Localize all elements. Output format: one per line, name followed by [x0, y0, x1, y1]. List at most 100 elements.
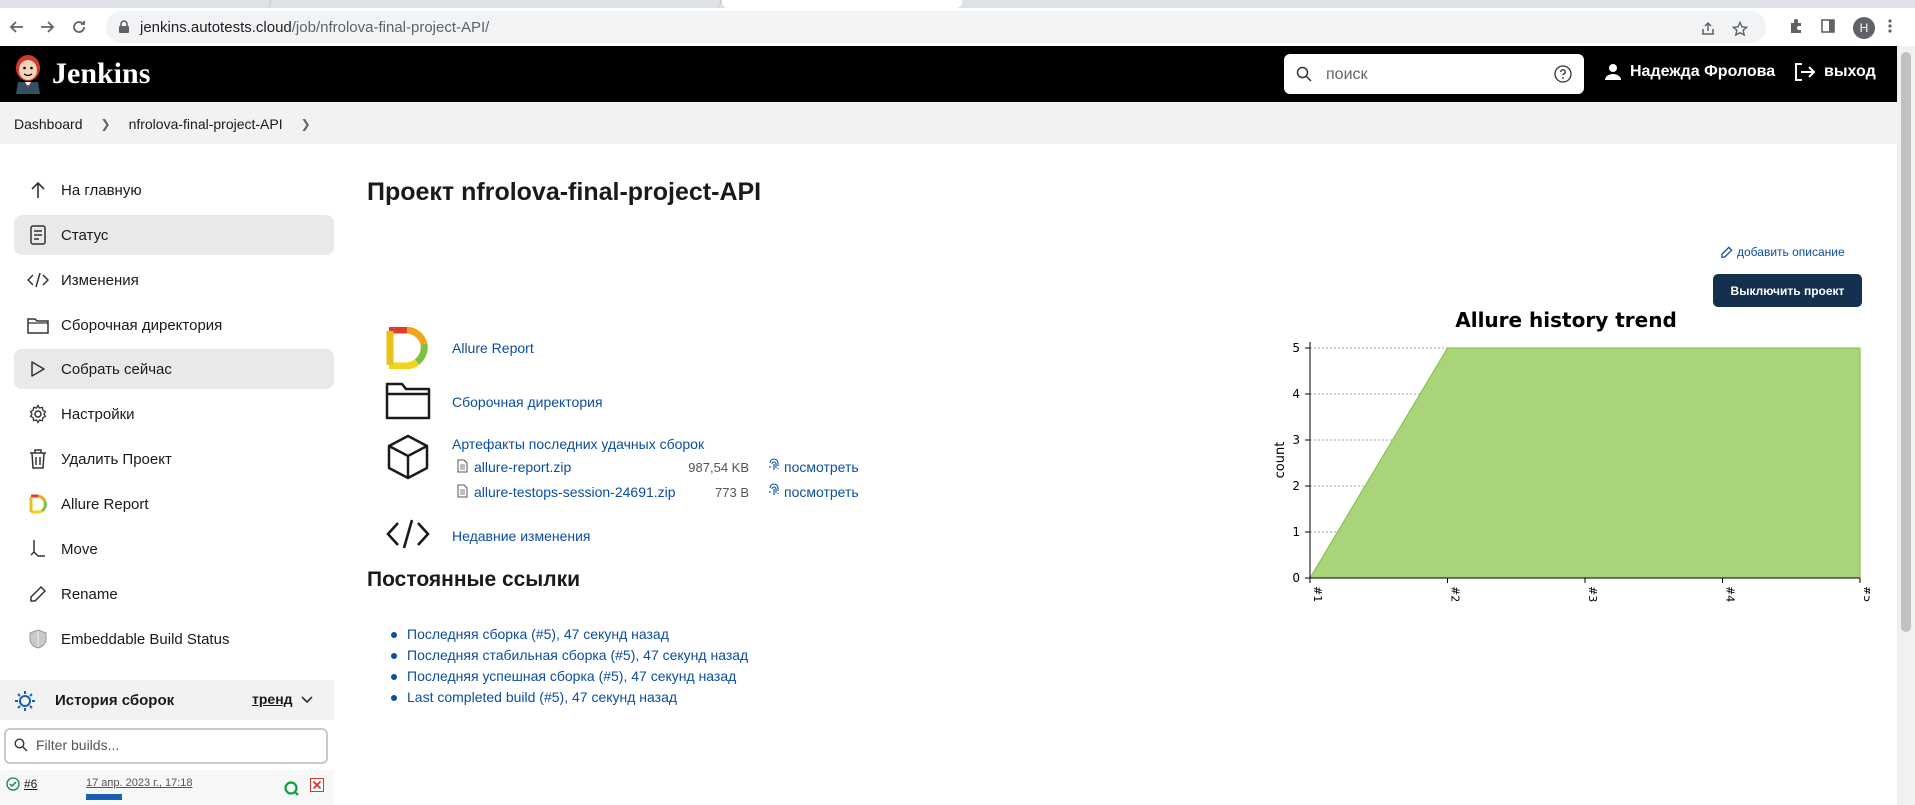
bookmark-star-icon[interactable] — [1730, 19, 1750, 39]
artifact-size: 773 B — [715, 485, 749, 500]
console-icon[interactable] — [284, 781, 300, 800]
chevron-down-icon[interactable] — [300, 692, 314, 709]
artifact-link[interactable]: allure-report.zip — [474, 459, 572, 475]
sidebar-item-label: Статус — [61, 226, 109, 244]
recent-changes-link[interactable]: Недавние изменения — [452, 528, 591, 544]
shield-icon — [27, 628, 49, 650]
browser-tab[interactable] — [0, 0, 271, 8]
forward-arrow-icon — [41, 21, 55, 33]
code-icon — [27, 269, 49, 291]
play-icon — [27, 358, 49, 380]
artifact-view-link[interactable]: посмотреть — [768, 483, 859, 500]
list-bullet — [391, 674, 397, 680]
arrow-up-icon — [27, 179, 49, 201]
workspace-link[interactable]: Сборочная директория — [452, 394, 603, 410]
sidebar-item-allure-report[interactable]: Allure Report — [14, 484, 334, 524]
breadcrumb-project[interactable]: nfrolova-final-project-API — [128, 116, 283, 132]
pencil-icon — [27, 583, 49, 605]
jenkins-logo-text: Jenkins — [52, 57, 151, 90]
reload-button[interactable] — [68, 16, 90, 38]
document-icon — [27, 224, 49, 246]
package-icon — [386, 434, 430, 483]
chart-x-tick-label: #3 — [1586, 586, 1599, 602]
disable-project-button[interactable]: Выключить проект — [1713, 274, 1862, 307]
sidebar-item-label: Настройки — [61, 405, 135, 423]
jenkins-home-link[interactable]: Jenkins — [12, 54, 150, 94]
list-bullet — [391, 653, 397, 659]
allure-logo-icon — [385, 326, 431, 372]
search-icon — [1296, 66, 1312, 85]
browser-tab-active[interactable] — [722, 0, 962, 8]
chevron-right-icon[interactable]: ❯ — [100, 117, 111, 131]
logout-label: выход — [1824, 63, 1876, 80]
user-link[interactable]: Надежда Фролова — [1604, 63, 1775, 81]
permalink-last-successful-build[interactable]: Последняя успешная сборка (#5), 47 секун… — [407, 668, 737, 684]
allure-history-trend-chart[interactable]: Allure history trend count 0 1 2 3 4 5 #1 #2 #3… — [1260, 300, 1870, 610]
chart-y-tick-label: 2 — [1292, 479, 1300, 493]
back-button[interactable] — [6, 16, 28, 38]
sidebar-item-status[interactable]: Статус — [14, 215, 334, 255]
artifact-view-link[interactable]: посмотреть — [768, 458, 859, 475]
build-number-link[interactable]: #6 — [24, 777, 38, 791]
sidebar-item-label: Изменения — [61, 271, 139, 289]
sidebar-item-configure[interactable]: Настройки — [14, 394, 334, 434]
artifact-size: 987,54 KB — [688, 460, 749, 475]
fingerprint-icon — [768, 483, 780, 500]
move-icon — [27, 538, 49, 560]
sidebar-item-label: Rename — [61, 585, 118, 603]
add-description-link[interactable]: добавить описание — [1720, 245, 1845, 259]
list-bullet — [391, 695, 397, 701]
sidebar-item-home[interactable]: На главную — [14, 170, 334, 210]
fingerprint-icon — [768, 458, 780, 475]
trash-icon — [27, 448, 49, 470]
search-box — [1284, 54, 1584, 94]
chart-y-tick-label: 4 — [1292, 387, 1300, 401]
build-history-title: История сборок — [55, 691, 175, 709]
lock-icon[interactable] — [118, 20, 130, 37]
permalink-last-build[interactable]: Последняя сборка (#5), 47 секунд назад — [407, 626, 669, 642]
user-name: Надежда Фролова — [1630, 63, 1776, 80]
cancel-build-icon[interactable] — [310, 778, 324, 795]
side-panel-icon[interactable] — [1818, 16, 1838, 36]
search-input[interactable] — [1324, 63, 1548, 87]
help-icon[interactable] — [1554, 65, 1572, 86]
trend-link[interactable]: тренд — [252, 691, 293, 707]
sidebar-item-changes[interactable]: Изменения — [14, 260, 334, 300]
sidebar-item-delete-project[interactable]: Удалить Проект — [14, 439, 334, 479]
sidebar-item-build-now[interactable]: Собрать сейчас — [14, 349, 334, 389]
chevron-right-icon[interactable]: ❯ — [300, 117, 311, 131]
permalink-last-stable-build[interactable]: Последняя стабильная сборка (#5), 47 сек… — [407, 647, 749, 663]
artifact-link[interactable]: allure-testops-session-24691.zip — [474, 484, 676, 500]
sidebar-item-label: Собрать сейчас — [61, 360, 172, 378]
sidebar-item-rename[interactable]: Rename — [14, 574, 334, 614]
sidebar-item-label: Embeddable Build Status — [61, 630, 230, 648]
page-title: Проект nfrolova-final-project-API — [367, 178, 762, 206]
forward-button[interactable] — [36, 16, 58, 38]
page-scrollbar[interactable] — [1897, 46, 1915, 805]
sidebar-item-label: Allure Report — [61, 495, 149, 513]
breadcrumb-dashboard[interactable]: Dashboard — [14, 116, 83, 132]
browser-tab[interactable] — [330, 0, 721, 8]
logout-link[interactable]: выход — [1794, 63, 1876, 81]
filter-builds-input[interactable] — [34, 736, 308, 754]
url-text: jenkins.autotests.cloud/job/nfrolova-fin… — [140, 19, 489, 36]
sidebar-item-workspace[interactable]: Сборочная директория — [14, 305, 334, 345]
permalink-last-completed-build[interactable]: Last completed build (#5), 47 секунд наз… — [407, 689, 678, 705]
sidebar-item-move[interactable]: Move — [14, 529, 334, 569]
artifacts-link[interactable]: Артефакты последних удачных сборок — [452, 436, 705, 452]
chart-area-series[interactable] — [1309, 347, 1861, 579]
sidebar-item-embeddable-build-status[interactable]: Embeddable Build Status — [14, 619, 334, 659]
extensions-icon[interactable] — [1786, 16, 1806, 36]
chart-x-tick-label: #2 — [1449, 586, 1462, 602]
share-icon[interactable] — [1698, 19, 1718, 39]
add-description-label: добавить описание — [1737, 245, 1845, 259]
allure-report-link[interactable]: Allure Report — [452, 340, 534, 356]
scrollbar-thumb[interactable] — [1901, 52, 1911, 632]
build-date-link[interactable]: 17 апр. 2023 г., 17:18 — [86, 777, 193, 789]
back-arrow-icon — [9, 21, 23, 33]
address-bar[interactable]: jenkins.autotests.cloud/job/nfrolova-fin… — [106, 11, 1766, 43]
breadcrumb-bar: Dashboard ❯ nfrolova-final-project-API ❯ — [0, 102, 1897, 144]
sun-icon — [14, 690, 36, 715]
profile-avatar[interactable]: Н — [1853, 17, 1875, 39]
browser-menu-icon[interactable] — [1880, 16, 1900, 36]
